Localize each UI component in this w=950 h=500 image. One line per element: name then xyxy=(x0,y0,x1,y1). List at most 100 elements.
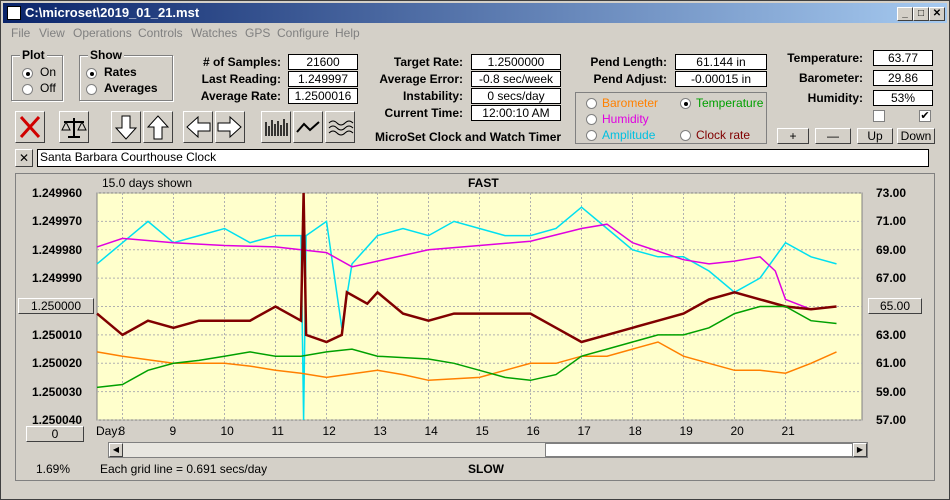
sensor-barometer-radio[interactable] xyxy=(586,98,597,109)
percent-label: 1.69% xyxy=(36,462,71,476)
window-title: C:\microset\2019_01_21.mst xyxy=(25,5,200,20)
zero-button[interactable]: 0 xyxy=(26,426,84,442)
clock-name-input[interactable]: Santa Barbara Courthouse Clock xyxy=(37,149,929,167)
sensor-select-box: Barometer Temperature Humidity Clock rat… xyxy=(575,92,767,144)
y-left-tick: 1.250030 xyxy=(32,384,83,399)
sensor-amplitude-radio[interactable] xyxy=(586,130,597,141)
show-group: Show Rates Averages xyxy=(79,48,173,101)
sensor-barometer-label: Barometer xyxy=(602,96,659,110)
show-averages-radio[interactable] xyxy=(86,84,97,95)
scale-up-button[interactable]: Up xyxy=(857,128,893,144)
x-tick: 8 xyxy=(118,424,126,438)
y-right-tick: 59.00 xyxy=(876,384,907,399)
y-right-tick: 73.00 xyxy=(876,186,907,200)
scale-plus-button[interactable]: + xyxy=(777,128,809,144)
wave-view-button[interactable] xyxy=(325,111,355,143)
sensor-clockrate-radio[interactable] xyxy=(680,130,691,141)
barometer-label: Barometer: xyxy=(798,71,863,85)
y-left-tick: 1.250010 xyxy=(32,327,83,342)
menu-bar: File View Operations Controls Watches GP… xyxy=(3,24,947,42)
plot-on-radio[interactable] xyxy=(22,68,33,79)
arrow-left-icon xyxy=(186,115,211,139)
scale-minus-button[interactable]: — xyxy=(815,128,851,144)
checkbox-left[interactable] xyxy=(873,110,885,122)
day-label: Day: xyxy=(96,424,121,438)
stop-button[interactable] xyxy=(15,111,45,143)
show-rates-radio[interactable] xyxy=(86,68,97,79)
maximize-button[interactable]: □ xyxy=(913,7,929,21)
x-tick: 16 xyxy=(526,424,540,438)
samples-value: 21600 xyxy=(288,54,358,70)
target-rate-value[interactable]: 1.2500000 xyxy=(471,54,561,70)
x-tick: 17 xyxy=(577,424,591,438)
arrow-down-icon xyxy=(114,115,138,140)
fast-label: FAST xyxy=(468,176,499,190)
up-arrow-button[interactable] xyxy=(143,111,173,143)
bars-icon xyxy=(265,119,288,136)
menu-gps[interactable]: GPS xyxy=(245,26,271,40)
pend-adjust-value: -0.00015 in xyxy=(675,71,767,87)
menu-controls[interactable]: Controls xyxy=(138,26,183,40)
current-time-value: 12:00:10 AM xyxy=(471,105,561,121)
menu-help[interactable]: Help xyxy=(335,26,360,40)
right-arrow-button[interactable] xyxy=(215,111,245,143)
menu-operations[interactable]: Operations xyxy=(73,26,132,40)
center-right-button[interactable]: 65.00 xyxy=(868,298,922,314)
plot-grid xyxy=(97,192,862,421)
menu-view[interactable]: View xyxy=(39,26,65,40)
chart-panel: 15.0 days shown FAST SLOW Each grid line… xyxy=(15,173,935,481)
clock-close-button[interactable]: ✕ xyxy=(15,149,33,167)
humidity-value: 53% xyxy=(873,90,933,106)
last-reading-label: Last Reading: xyxy=(201,72,281,86)
bars-view-button[interactable] xyxy=(261,111,291,143)
y-left-tick: 1.249970 xyxy=(32,214,83,229)
balance-button[interactable] xyxy=(59,111,89,143)
pend-length-label: Pend Length: xyxy=(590,55,667,69)
line-view-button[interactable] xyxy=(293,111,323,143)
instability-label: Instability: xyxy=(402,89,463,103)
series-line-2 xyxy=(96,192,837,344)
show-rates-label: Rates xyxy=(104,65,137,79)
left-arrow-button[interactable] xyxy=(183,111,213,143)
minimize-button[interactable]: _ xyxy=(897,7,913,21)
humidity-label: Humidity: xyxy=(807,91,863,105)
x-tick: 12 xyxy=(322,424,336,438)
checkbox-right[interactable]: ✔ xyxy=(919,110,931,122)
scroll-left-arrow-icon[interactable]: ◀ xyxy=(109,443,123,457)
plot-svg xyxy=(96,192,863,421)
scale-down-button[interactable]: Down xyxy=(897,128,935,144)
y-left-tick: 1.250040 xyxy=(32,413,83,427)
y-right-tick: 61.00 xyxy=(876,356,907,371)
slow-label: SLOW xyxy=(468,462,504,476)
sensor-amplitude-label: Amplitude xyxy=(602,128,656,142)
y-right-tick: 67.00 xyxy=(876,271,907,286)
grid-note-label: Each grid line = 0.691 secs/day xyxy=(100,462,268,476)
y-left-tick: 1.249980 xyxy=(32,242,83,257)
plot-off-radio[interactable] xyxy=(22,84,33,95)
x-tick: 15 xyxy=(475,424,489,438)
sensor-humidity-radio[interactable] xyxy=(586,114,597,125)
arrow-right-icon xyxy=(217,115,242,139)
y-right-tick: 57.00 xyxy=(876,413,907,427)
average-rate-label: Average Rate: xyxy=(200,89,281,103)
app-icon xyxy=(7,6,21,20)
x-tick: 13 xyxy=(373,424,387,438)
menu-file[interactable]: File xyxy=(11,26,31,40)
down-arrow-button[interactable] xyxy=(111,111,141,143)
horizontal-scrollbar[interactable]: ◀ ▶ xyxy=(108,442,868,458)
sensor-temperature-radio[interactable] xyxy=(680,98,691,109)
average-error-label: Average Error: xyxy=(379,72,463,86)
plot-on-label: On xyxy=(40,65,57,79)
scroll-thumb[interactable] xyxy=(545,443,853,457)
menu-configure[interactable]: Configure xyxy=(277,26,330,40)
close-button[interactable]: ✕ xyxy=(929,7,945,21)
sensor-humidity-label: Humidity xyxy=(602,112,649,126)
scroll-right-arrow-icon[interactable]: ▶ xyxy=(853,443,867,457)
menu-watches[interactable]: Watches xyxy=(191,26,238,40)
average-error-value: -0.8 sec/week xyxy=(471,71,561,87)
temperature-value: 63.77 xyxy=(873,50,933,66)
center-left-button[interactable]: 1.250000 xyxy=(18,298,94,314)
days-shown-label: 15.0 days shown xyxy=(102,176,193,190)
pend-length-value[interactable]: 61.144 in xyxy=(675,54,767,70)
